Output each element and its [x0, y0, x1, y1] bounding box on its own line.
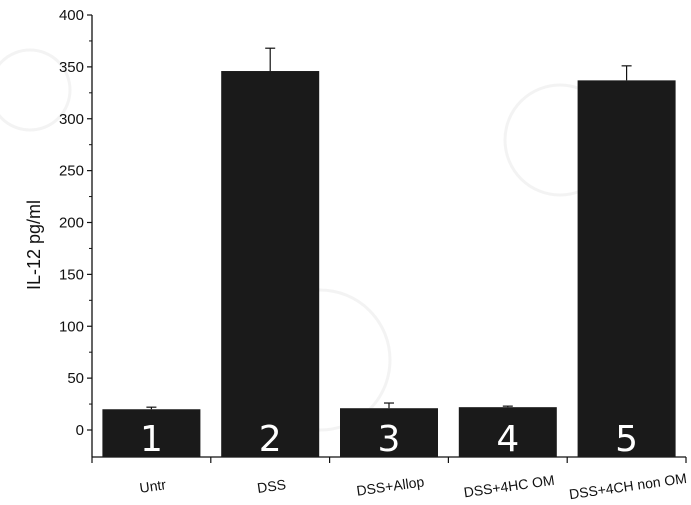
x-tick-label: DSS+4CH non OM [568, 470, 688, 502]
y-tick-label: 250 [59, 163, 84, 180]
bar [102, 409, 201, 457]
x-tick-label: DSS+Allop [355, 473, 425, 498]
bars: 1 2 3 4 5 [102, 47, 676, 460]
y-tick-label: 200 [59, 215, 84, 232]
bar [577, 80, 676, 458]
y-tick-label: 50 [67, 370, 84, 387]
y-axis-label: IL-12 pg/ml [24, 200, 44, 290]
x-axis: Untr DSS DSS+Allop DSS+4HC OM DSS+4CH non OM [91, 456, 688, 502]
y-tick-label: 350 [59, 59, 84, 76]
y-tick-label: 150 [59, 266, 84, 283]
bar [340, 408, 438, 457]
bar [458, 407, 557, 457]
bar-number-label: 5 [615, 419, 638, 460]
bar-number-label: 2 [259, 419, 282, 460]
x-tick-label: Untr [138, 476, 167, 496]
y-tick-label: 300 [59, 111, 84, 128]
bar-number-label: 4 [496, 419, 519, 460]
y-axis: 0 50 100 150 200 250 300 350 400 [59, 7, 93, 457]
bar [221, 71, 320, 458]
x-tick-label: DSS+4HC OM [463, 472, 556, 501]
y-tick-label: 400 [59, 7, 84, 24]
x-tick-label: DSS [256, 476, 287, 496]
bar-number-label: 1 [140, 419, 163, 460]
y-tick-label: 0 [76, 422, 84, 439]
bar-number-label: 3 [378, 419, 401, 460]
y-tick-label: 100 [59, 318, 84, 335]
